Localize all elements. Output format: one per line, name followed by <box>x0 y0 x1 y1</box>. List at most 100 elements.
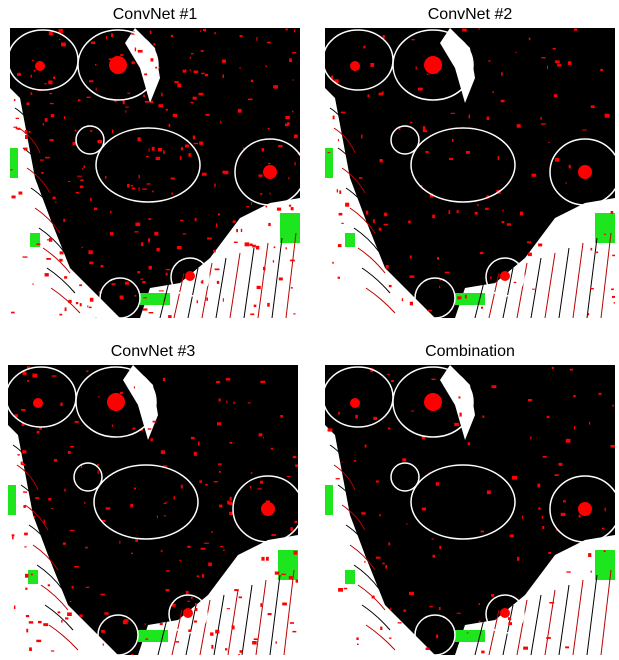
detection <box>239 597 242 599</box>
detection <box>429 606 433 607</box>
detection <box>538 244 542 247</box>
detection <box>246 206 249 207</box>
detection <box>547 66 548 70</box>
detection <box>43 123 44 125</box>
detection <box>16 127 18 130</box>
detection <box>520 212 523 216</box>
detection <box>416 67 417 70</box>
detection <box>147 183 151 184</box>
detection <box>431 379 435 380</box>
detection <box>186 591 189 594</box>
detection-cluster <box>578 165 592 179</box>
detection <box>591 248 593 251</box>
detection <box>582 130 586 131</box>
detection <box>63 219 65 222</box>
detection <box>230 442 233 444</box>
detection <box>295 465 298 467</box>
detection <box>163 150 165 154</box>
detection <box>98 470 99 474</box>
detection <box>12 534 15 536</box>
detection <box>501 72 503 75</box>
detection <box>64 116 65 119</box>
detection <box>19 192 23 195</box>
detection <box>483 416 485 418</box>
detection <box>403 610 406 612</box>
detection <box>141 279 144 280</box>
detection <box>23 491 27 492</box>
detection <box>152 147 155 151</box>
detection <box>34 70 36 72</box>
detection <box>449 210 451 214</box>
detection <box>197 300 198 303</box>
detection <box>70 446 74 447</box>
detection <box>389 638 391 639</box>
detection <box>95 318 96 319</box>
detection <box>426 648 430 651</box>
detection <box>139 187 140 190</box>
detection <box>466 151 470 154</box>
detection <box>208 563 212 567</box>
detection <box>388 428 390 430</box>
detection <box>290 622 294 624</box>
detection <box>161 450 165 454</box>
detection <box>388 543 390 546</box>
detection <box>543 456 547 458</box>
detection <box>120 54 123 56</box>
detection <box>67 612 72 616</box>
detection <box>291 287 293 289</box>
detection <box>547 416 550 418</box>
detection <box>24 148 28 151</box>
detection <box>148 238 150 242</box>
detection <box>502 210 504 211</box>
detection <box>217 281 219 284</box>
detection <box>188 153 191 157</box>
detection <box>256 37 257 41</box>
detection <box>193 97 197 100</box>
detection <box>266 66 267 68</box>
detection <box>445 272 450 273</box>
detection <box>171 35 173 37</box>
detection <box>286 247 287 249</box>
detection <box>223 550 225 552</box>
detection <box>295 521 298 523</box>
detection <box>151 58 154 61</box>
detection <box>238 654 240 657</box>
detection <box>285 116 290 119</box>
detection <box>268 223 270 226</box>
detection <box>436 635 438 639</box>
detection <box>542 526 544 529</box>
detection-cluster <box>350 61 360 71</box>
detection <box>512 476 517 480</box>
detection <box>591 571 592 573</box>
detection <box>359 177 362 179</box>
detection <box>190 57 191 59</box>
detection <box>152 191 154 193</box>
detection <box>532 174 537 177</box>
detection <box>26 629 28 633</box>
detection <box>268 128 270 130</box>
segmentation-map <box>323 365 619 655</box>
detection <box>29 131 31 133</box>
detection <box>223 298 224 302</box>
detection <box>207 238 212 240</box>
detection <box>142 189 147 190</box>
detection <box>589 422 590 425</box>
detection <box>289 576 293 579</box>
detection <box>87 305 88 307</box>
green-patch <box>595 213 615 243</box>
detection <box>187 546 190 548</box>
detection <box>59 29 63 33</box>
detection <box>361 135 362 139</box>
detection <box>457 296 461 299</box>
detection <box>250 314 254 316</box>
detection <box>457 613 461 614</box>
detection-cluster <box>500 608 510 618</box>
detection <box>79 284 82 286</box>
detection <box>355 415 358 419</box>
detection <box>31 92 33 95</box>
detection <box>220 546 223 547</box>
detection <box>25 135 28 139</box>
detection <box>425 151 429 153</box>
detection <box>132 188 136 190</box>
detection-cluster <box>107 393 125 411</box>
